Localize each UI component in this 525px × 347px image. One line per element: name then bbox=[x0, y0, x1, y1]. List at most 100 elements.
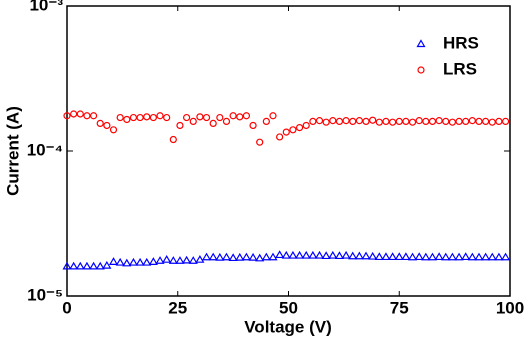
marker bbox=[235, 252, 245, 261]
marker bbox=[149, 113, 157, 122]
marker bbox=[355, 117, 363, 125]
marker bbox=[368, 251, 378, 260]
marker bbox=[143, 113, 151, 121]
marker bbox=[401, 252, 411, 261]
x-tick-label: 50 bbox=[279, 298, 298, 317]
y-tick-label: 10⁻³ bbox=[29, 0, 63, 14]
marker bbox=[467, 252, 477, 261]
marker bbox=[62, 261, 72, 270]
marker bbox=[362, 117, 370, 126]
x-tick-label: 100 bbox=[496, 298, 524, 317]
marker bbox=[415, 117, 423, 125]
marker bbox=[414, 252, 424, 261]
marker bbox=[129, 113, 138, 122]
marker bbox=[501, 117, 510, 126]
marker bbox=[89, 261, 99, 270]
marker bbox=[109, 126, 118, 134]
y-axis-label: Current (A) bbox=[3, 106, 22, 196]
marker bbox=[82, 261, 92, 270]
marker bbox=[136, 113, 144, 122]
marker bbox=[321, 251, 331, 260]
marker bbox=[394, 252, 404, 261]
marker bbox=[229, 112, 237, 120]
marker bbox=[361, 251, 371, 260]
marker bbox=[122, 258, 132, 267]
x-axis-label: Voltage (V) bbox=[244, 317, 332, 336]
marker bbox=[408, 118, 417, 126]
marker bbox=[95, 261, 105, 270]
marker bbox=[447, 252, 457, 261]
marker bbox=[421, 252, 431, 261]
marker bbox=[142, 257, 152, 266]
marker bbox=[269, 112, 277, 120]
marker bbox=[216, 113, 224, 122]
marker bbox=[222, 117, 231, 126]
marker bbox=[256, 138, 264, 146]
marker bbox=[209, 119, 217, 128]
marker bbox=[148, 257, 158, 265]
marker bbox=[288, 250, 298, 259]
marker bbox=[314, 250, 325, 259]
marker bbox=[468, 117, 476, 125]
marker bbox=[128, 257, 138, 266]
marker bbox=[441, 252, 451, 261]
marker bbox=[301, 250, 311, 259]
marker bbox=[202, 113, 211, 122]
marker bbox=[381, 252, 391, 261]
marker bbox=[428, 117, 437, 126]
marker bbox=[348, 251, 358, 260]
marker bbox=[335, 117, 344, 126]
marker bbox=[115, 257, 125, 266]
marker bbox=[442, 117, 450, 126]
marker bbox=[103, 121, 111, 130]
marker bbox=[454, 252, 464, 261]
legend-label: HRS bbox=[443, 33, 479, 52]
marker bbox=[168, 256, 178, 264]
marker bbox=[241, 252, 251, 261]
marker bbox=[388, 252, 398, 261]
marker bbox=[208, 252, 218, 261]
marker bbox=[116, 113, 124, 122]
y-tick-label: 10⁻⁴ bbox=[27, 140, 63, 159]
marker bbox=[295, 250, 305, 259]
marker bbox=[196, 113, 204, 121]
marker bbox=[96, 119, 104, 128]
marker bbox=[329, 117, 337, 125]
marker bbox=[448, 118, 457, 126]
marker bbox=[281, 250, 291, 259]
marker bbox=[354, 251, 364, 260]
marker bbox=[315, 117, 324, 125]
marker bbox=[328, 250, 338, 259]
marker bbox=[255, 253, 265, 262]
marker bbox=[407, 252, 418, 261]
marker bbox=[215, 252, 225, 261]
marker bbox=[342, 117, 350, 125]
marker bbox=[349, 117, 357, 126]
marker bbox=[495, 117, 503, 126]
legend-marker bbox=[417, 66, 425, 74]
marker bbox=[75, 261, 85, 270]
marker bbox=[482, 117, 490, 126]
marker bbox=[176, 121, 184, 130]
x-tick-label: 25 bbox=[168, 298, 187, 317]
marker bbox=[261, 252, 271, 261]
marker bbox=[183, 113, 191, 122]
marker bbox=[175, 256, 185, 264]
marker bbox=[169, 135, 177, 144]
marker bbox=[155, 256, 165, 264]
marker bbox=[434, 252, 444, 261]
marker bbox=[156, 112, 164, 120]
marker bbox=[374, 252, 384, 261]
marker bbox=[236, 113, 244, 121]
marker bbox=[76, 110, 84, 118]
marker bbox=[189, 117, 197, 126]
y-tick-label: 10⁻⁵ bbox=[27, 285, 63, 304]
marker bbox=[382, 117, 390, 126]
x-tick-label: 75 bbox=[390, 298, 409, 317]
marker bbox=[276, 133, 284, 141]
marker bbox=[268, 252, 278, 261]
marker bbox=[435, 117, 443, 125]
marker bbox=[475, 117, 483, 126]
marker bbox=[427, 252, 438, 261]
marker bbox=[162, 254, 172, 263]
